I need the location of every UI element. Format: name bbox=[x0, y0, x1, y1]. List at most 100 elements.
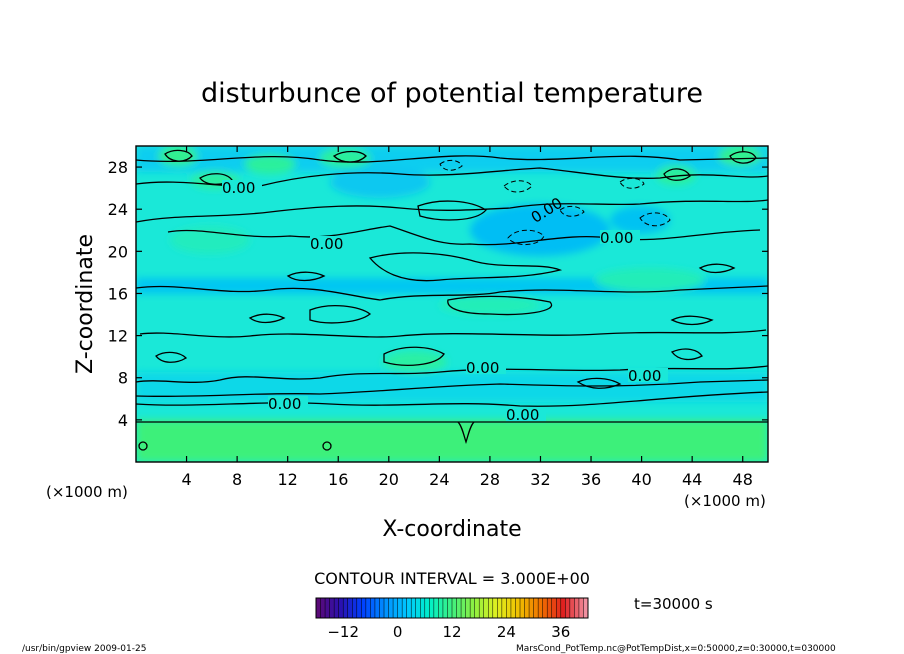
colorbar-cell bbox=[474, 598, 480, 618]
colorbar-cell bbox=[415, 598, 421, 618]
contour-interval-text: CONTOUR INTERVAL = 3.000E+00 bbox=[314, 569, 590, 588]
colorbar-cell bbox=[411, 598, 417, 618]
colorbar-cell bbox=[338, 598, 344, 618]
colorbar bbox=[315, 598, 589, 618]
colorbar-cell bbox=[420, 598, 426, 618]
x-tick-label: 48 bbox=[733, 470, 753, 489]
colorbar-cell bbox=[583, 598, 589, 618]
colorbar-cell bbox=[316, 598, 322, 618]
x-axis-label: X-coordinate bbox=[382, 517, 521, 542]
colorbar-cell bbox=[397, 598, 403, 618]
colorbar-cell bbox=[501, 598, 507, 618]
colorbar-cell bbox=[578, 598, 584, 618]
contour-label: 0.00 bbox=[466, 359, 499, 377]
colorbar-cell bbox=[497, 598, 503, 618]
colorbar-cell bbox=[565, 598, 571, 618]
colorbar-tick-label: −12 bbox=[327, 623, 359, 641]
colorbar-tick-label: 24 bbox=[497, 623, 516, 641]
colorbar-cell bbox=[483, 598, 489, 618]
x-tick-label: 24 bbox=[429, 470, 449, 489]
colorbar-cell bbox=[551, 598, 557, 618]
contour-label: 0.00 bbox=[506, 406, 539, 424]
x-unit-label-right: (×1000 m) bbox=[684, 492, 766, 510]
contour-lines bbox=[136, 149, 768, 451]
time-label: t=30000 s bbox=[634, 595, 713, 613]
colorbar-cell bbox=[352, 598, 358, 618]
colorbar-cell bbox=[515, 598, 521, 618]
colorbar-cell bbox=[424, 598, 430, 618]
footer-left: /usr/bin/gpview 2009-01-25 bbox=[22, 644, 146, 654]
colorbar-cell bbox=[556, 598, 562, 618]
y-tick-label: 28 bbox=[108, 158, 128, 177]
colorbar-cell bbox=[492, 598, 498, 618]
x-tick-label: 40 bbox=[631, 470, 651, 489]
colorbar-cell bbox=[361, 598, 367, 618]
colorbar-cell bbox=[406, 598, 412, 618]
contour-label: 0.00 bbox=[268, 395, 301, 413]
y-tick-label: 16 bbox=[108, 284, 128, 303]
contour-label-group: 0.00 0.00 0.00 0.00 0.00 0.00 0.00 0.00 bbox=[222, 179, 668, 424]
colorbar-cell bbox=[520, 598, 526, 618]
colorbar-cell bbox=[438, 598, 444, 618]
colorbar-cell bbox=[470, 598, 476, 618]
x-tick-label: 16 bbox=[328, 470, 348, 489]
colorbar-cell bbox=[506, 598, 512, 618]
colorbar-tick-label: 12 bbox=[442, 623, 461, 641]
colorbar-cell bbox=[429, 598, 435, 618]
field-shading bbox=[136, 146, 768, 462]
colorbar-cell bbox=[356, 598, 362, 618]
y-axis: 4 8 12 16 20 24 28 bbox=[108, 158, 768, 430]
colorbar-cell bbox=[393, 598, 399, 618]
x-tick-label: 8 bbox=[232, 470, 242, 489]
colorbar-cell bbox=[547, 598, 553, 618]
colorbar-cell bbox=[374, 598, 380, 618]
colorbar-cell bbox=[456, 598, 462, 618]
colorbar-cell bbox=[479, 598, 485, 618]
x-tick-label: 28 bbox=[480, 470, 500, 489]
plot-frame bbox=[135, 145, 769, 463]
colorbar-cell bbox=[388, 598, 394, 618]
contour-label: 0.00 bbox=[222, 179, 255, 197]
colorbar-cell bbox=[560, 598, 566, 618]
colorbar-cell bbox=[510, 598, 516, 618]
colorbar-cell bbox=[370, 598, 376, 618]
colorbar-cell bbox=[334, 598, 340, 618]
y-tick-label: 20 bbox=[108, 242, 128, 261]
y-tick-label: 4 bbox=[118, 411, 128, 430]
colorbar-cell bbox=[488, 598, 494, 618]
colorbar-cell bbox=[465, 598, 471, 618]
colorbar-cell bbox=[442, 598, 448, 618]
x-tick-label: 44 bbox=[682, 470, 702, 489]
y-axis-label: Z-coordinate bbox=[73, 234, 98, 374]
colorbar-cell bbox=[347, 598, 353, 618]
x-axis: 4 8 12 16 20 24 28 32 36 40 44 48 bbox=[181, 146, 753, 489]
contour-lines-negative bbox=[439, 159, 671, 245]
colorbar-cell bbox=[384, 598, 390, 618]
colorbar-cell bbox=[533, 598, 539, 618]
colorbar-cell bbox=[402, 598, 408, 618]
colorbar-cell bbox=[329, 598, 335, 618]
contour-label: 0.00 bbox=[628, 367, 661, 385]
colorbar-cell bbox=[320, 598, 326, 618]
colorbar-cell bbox=[574, 598, 580, 618]
y-tick-label: 12 bbox=[108, 327, 128, 346]
colorbar-cell bbox=[529, 598, 535, 618]
colorbar-cell bbox=[538, 598, 544, 618]
x-tick-label: 4 bbox=[181, 470, 191, 489]
contour-label: 0.00 bbox=[600, 229, 633, 247]
colorbar-cell bbox=[452, 598, 458, 618]
chart-title: disturbunce of potential temperature bbox=[201, 78, 703, 109]
colorbar-ticks: −12 0 12 24 36 bbox=[327, 623, 570, 641]
colorbar-cell bbox=[524, 598, 530, 618]
colorbar-cell bbox=[325, 598, 331, 618]
colorbar-cell bbox=[343, 598, 349, 618]
x-tick-label: 32 bbox=[530, 470, 550, 489]
x-tick-label: 20 bbox=[379, 470, 399, 489]
x-tick-label: 36 bbox=[581, 470, 601, 489]
x-unit-label-left: (×1000 m) bbox=[46, 483, 128, 501]
colorbar-tick-label: 0 bbox=[393, 623, 403, 641]
colorbar-cell bbox=[542, 598, 548, 618]
colorbar-cell bbox=[365, 598, 371, 618]
colorbar-frame bbox=[315, 597, 589, 619]
